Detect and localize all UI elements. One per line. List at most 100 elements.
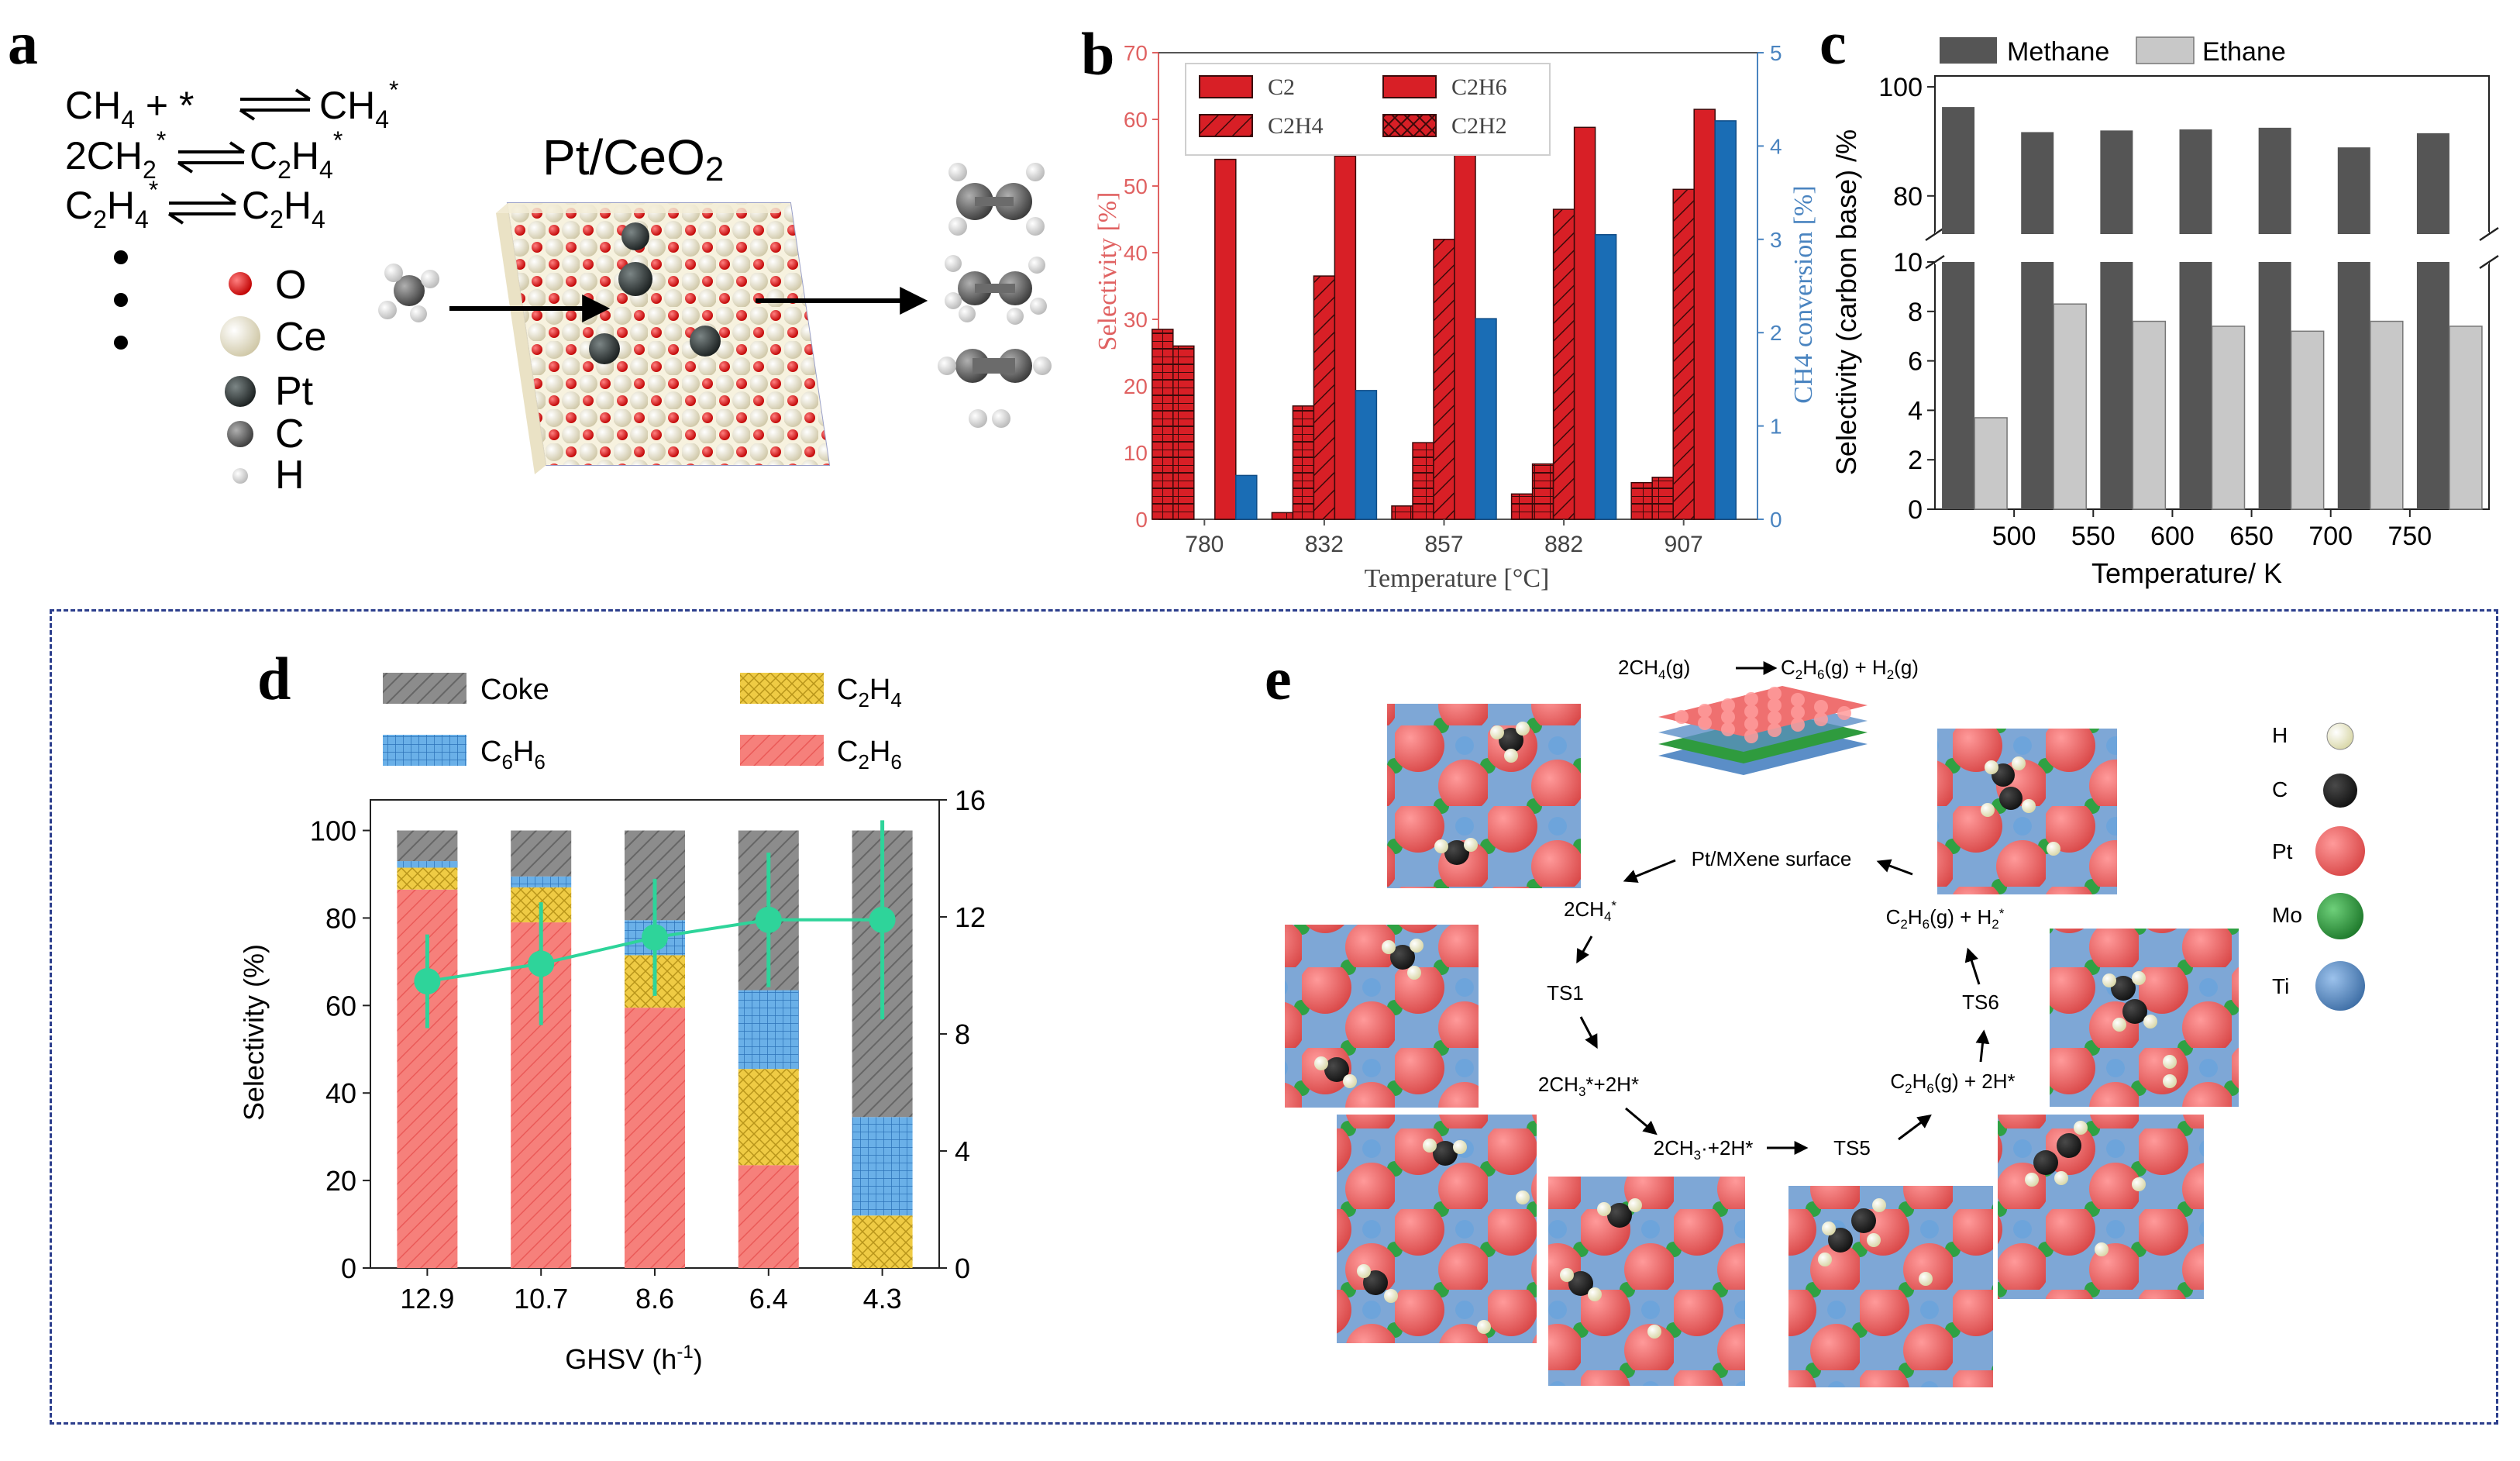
chart-b-y2tick-label: 1	[1770, 415, 1782, 439]
chart-d-y2tick-label: 4	[955, 1135, 970, 1167]
chart-d-bar-c6h6	[511, 876, 572, 887]
chart-d-y2tick-label: 12	[955, 901, 986, 933]
chart-d-conversion-point	[414, 968, 441, 995]
chart-c-ytick-label: 0	[1908, 495, 1923, 525]
chart-d-y2tick-label: 0	[955, 1253, 970, 1284]
chart-b-xlabel: Temperature [°C]	[1365, 564, 1550, 593]
overall-reaction: 2CH4(g)	[1618, 656, 1690, 682]
methane-molecule-icon	[378, 264, 439, 322]
panel-label-d: d	[257, 645, 291, 712]
surface-snapshot-8	[1937, 729, 2117, 894]
legend-label-c2h6-d: C2H6	[837, 736, 902, 774]
chart-b-bar-c2h6	[1693, 109, 1716, 520]
chart-b-legend: C2 C2H6 C2H4 C2H2	[1185, 63, 1551, 156]
panel-d: d Coke C2H4 C6H6 C2H6 0 20 40 60 80 100 0 4 8 12 1…	[238, 645, 986, 1375]
legend-label-pt-e: Pt	[2272, 839, 2293, 863]
panel-a: a CH4 + * CH4* 2CH2* C2H4* C2H4* C2H4 O …	[8, 9, 1052, 498]
chart-c-bar-methane-upper	[2337, 147, 2370, 234]
chart-b-bar-c2	[1152, 329, 1174, 520]
chart-d-y2tick-label: 16	[955, 784, 986, 816]
chart-d-conversion-point	[528, 950, 555, 977]
chart-c-xtick-label: 700	[2308, 522, 2353, 551]
surface-label: Pt/MXene surface	[1692, 847, 1852, 870]
chart-c: 80 100 0 2 4 6 8 10 500 550 600 650 700 750	[1878, 73, 2499, 551]
legend-label-c2: C2	[1268, 74, 1295, 100]
panel-b: b 0 10 20 30 40 50 60 70 0 1 2 3 4 5 780 832 857 882 907 C…	[1081, 20, 1818, 593]
surface-snapshot-2	[1285, 925, 1479, 1108]
chart-d-bar-coke	[511, 830, 572, 877]
chart-b-y2tick-label: 3	[1770, 228, 1782, 252]
chart-c-ytick-label: 6	[1908, 347, 1923, 377]
cycle-arrow-3	[1579, 1016, 1598, 1049]
chart-c-bar-ethane	[2449, 326, 2483, 510]
chart-d-bar-c2h4	[397, 867, 458, 890]
chart-c-break-mark	[2479, 254, 2499, 270]
legend-swatch-c2h6-d	[740, 735, 824, 766]
chart-c-ytick-label: 100	[1878, 73, 1923, 102]
step-2ch3-rad: 2CH3·+2H*	[1654, 1136, 1754, 1163]
oxygen-atom-icon	[229, 272, 252, 295]
chart-b-bar-c2h6	[1214, 158, 1237, 520]
legend-label-c2h4: C2H4	[1268, 113, 1324, 139]
chart-b-bar-c2h4	[1672, 188, 1695, 520]
carbon-atom-icon	[227, 421, 253, 447]
surface-snapshot-5	[1788, 1186, 1993, 1387]
chart-c-bar-ethane	[2053, 303, 2087, 510]
mxene-slab-illustration	[1658, 686, 1868, 775]
ceo2-slab-illustration	[496, 202, 831, 474]
chart-b-y2label: CH4 conversion [%]	[1789, 185, 1818, 403]
titanium-atom-icon-e	[2315, 961, 2365, 1011]
chart-c-bar-methane-lower	[2416, 262, 2449, 509]
chart-b-xtick-label: 857	[1424, 532, 1463, 557]
surface-snapshot-1	[1387, 704, 1581, 888]
chart-c-ytick-label: 2	[1908, 446, 1923, 475]
chart-c-xtick-label: 550	[2071, 522, 2115, 551]
chart-d-bar-c6h6	[738, 990, 799, 1070]
chart-c-bar-ethane	[1974, 417, 2008, 510]
chart-d-bar-c2h6	[625, 1008, 685, 1268]
legend-label-ce: Ce	[275, 315, 326, 360]
chart-b-xtick-label: 832	[1305, 532, 1344, 557]
chart-b-xtick-label: 780	[1185, 532, 1224, 557]
chart-b-ytick-label: 60	[1124, 108, 1148, 132]
legend-label-o: O	[275, 263, 306, 308]
legend-label-pt: Pt	[275, 369, 314, 414]
cycle-arrow-9	[1964, 947, 1981, 985]
chart-c-ytick-label: 10	[1893, 248, 1923, 277]
legend-label-methane: Methane	[2007, 37, 2109, 67]
chart-c-break-mark	[1925, 226, 1945, 242]
chart-b-bar-c2h2	[1531, 463, 1554, 520]
legend-label-c2h4-d: C2H4	[837, 674, 902, 712]
equilibrium-arrow-1	[239, 88, 312, 121]
chart-d-ytick-label: 20	[325, 1165, 356, 1197]
chart-c-bar-methane-upper	[2416, 133, 2449, 234]
chart-b-bar-c2h6	[1334, 155, 1357, 520]
catalyst-title: Pt/CeO2	[542, 129, 724, 188]
equation-2-product: C2H4*	[250, 126, 343, 184]
chart-b-xtick-label: 907	[1665, 532, 1703, 557]
chart-c-ytick-label: 8	[1908, 298, 1923, 327]
chart-b-bar-ch4-conversion	[1714, 120, 1737, 520]
cycle-arrow-1	[1623, 859, 1676, 883]
step-c2h6-h2: C2H6(g) + H2*	[1886, 905, 2005, 932]
chart-b-ytick-label: 20	[1124, 374, 1148, 398]
equilibrium-arrow-3	[167, 192, 237, 225]
chart-c-xlabel: Temperature/ K	[2091, 557, 2282, 589]
chart-b-bar-c2h4	[1313, 275, 1336, 520]
cycle-arrow-7	[1898, 1114, 1932, 1141]
panel-label-b: b	[1081, 20, 1114, 88]
legend-label-ti-e: Ti	[2272, 974, 2289, 998]
legend-swatch-ethane	[2136, 36, 2195, 64]
chart-b-bar-c2h2	[1651, 477, 1674, 520]
panel-label-c: c	[1819, 9, 1847, 77]
equation-2: 2CH2*	[65, 126, 166, 184]
chart-c-legend: Methane Ethane	[1940, 36, 2286, 67]
platinum-atom-icon	[225, 376, 256, 407]
chart-c-bar-methane-upper	[2021, 132, 2054, 234]
chart-c-bar-ethane	[2290, 330, 2325, 510]
panel-e: e 2CH4(g) C2H6(g) + H2(g) Pt/MXene surfa…	[1265, 645, 2365, 1387]
step-c2h6-2h: C2H6(g) + 2H*	[1890, 1070, 2015, 1096]
legend-label-c6h6: C6H6	[480, 736, 546, 774]
chart-d-xtick-label: 12.9	[400, 1283, 454, 1315]
chart-c-xtick-label: 750	[2387, 522, 2432, 551]
